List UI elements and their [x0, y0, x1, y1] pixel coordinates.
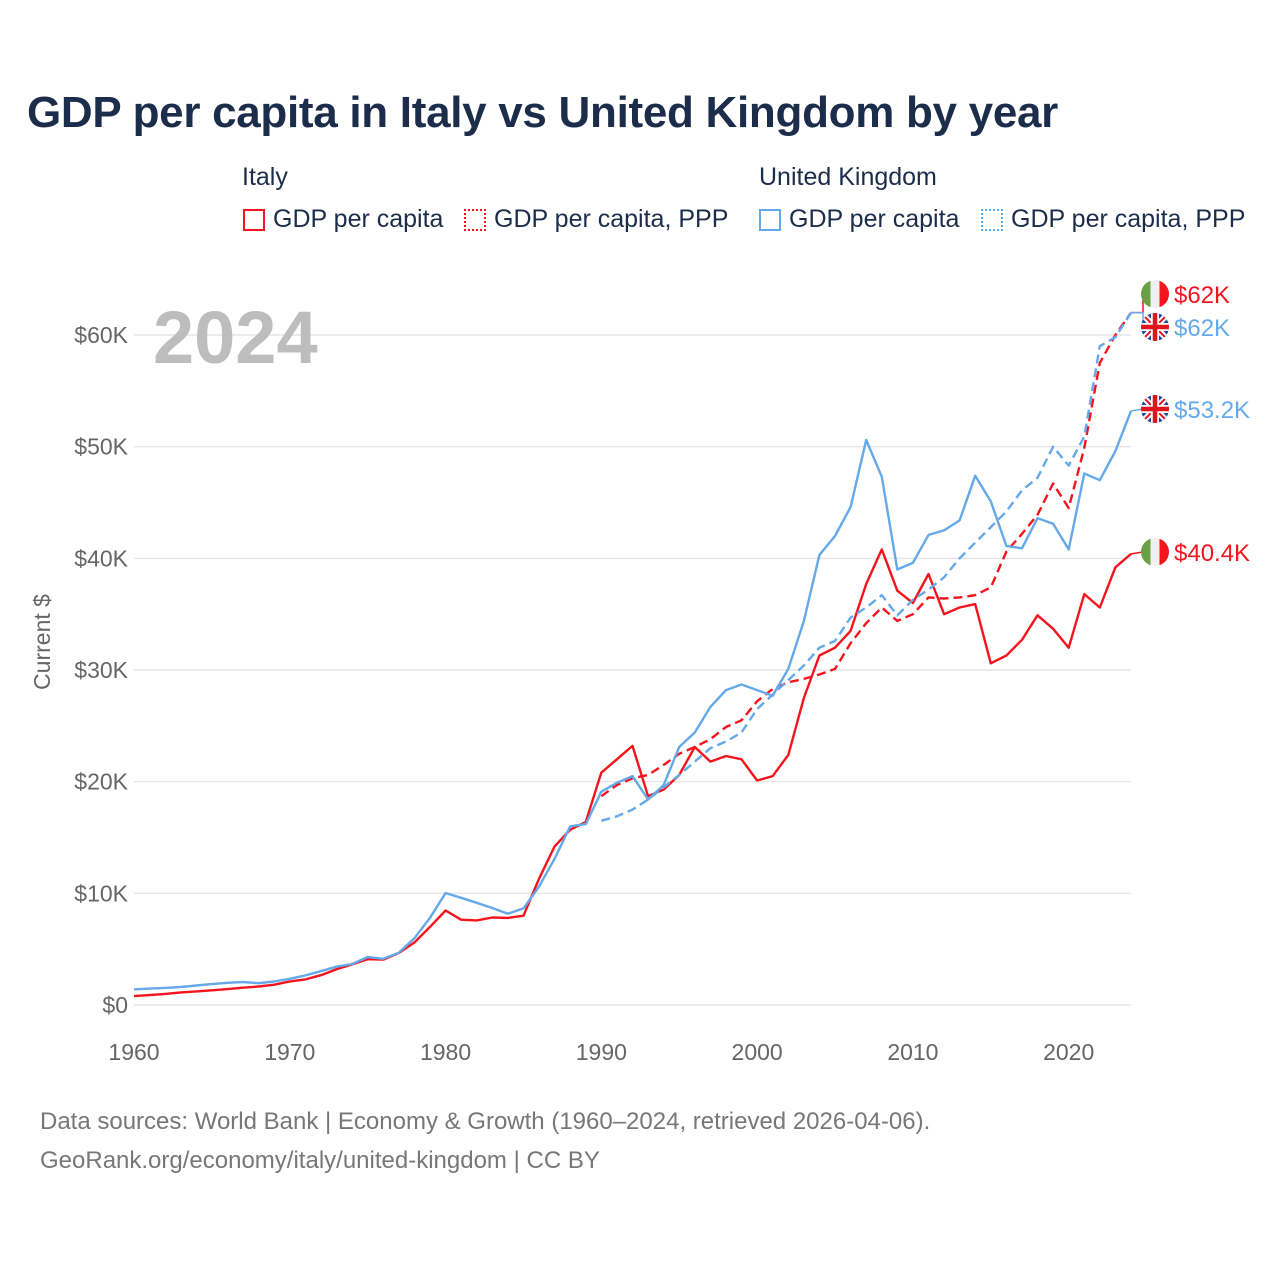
y-tick-label: $40K — [74, 545, 128, 571]
legend-label: GDP per capita, PPP — [494, 205, 729, 233]
y-axis-ticks: $0 $10K $20K $30K $40K $50K $60K — [74, 322, 128, 1018]
italy-flag-icon — [1141, 538, 1170, 566]
legend-label: GDP per capita — [789, 205, 960, 233]
legend-italy-gdp[interactable]: GDP per capita — [243, 205, 443, 234]
legend-uk-gdp[interactable]: GDP per capita — [759, 205, 959, 234]
legend-label: GDP per capita, PPP — [1011, 205, 1246, 233]
gridlines — [134, 334, 1131, 1006]
legend-italy-title: Italy — [242, 163, 288, 191]
legend-italy-ppp[interactable]: GDP per capita, PPP — [464, 205, 728, 234]
uk-flag-icon — [1141, 395, 1169, 423]
end-value-label: $40.4K — [1174, 540, 1250, 567]
series-lines — [133, 312, 1133, 998]
y-tick-label: $50K — [74, 434, 128, 460]
chart-title: GDP per capita in Italy vs United Kingdo… — [27, 88, 1058, 137]
x-tick-label: 2020 — [1043, 1039, 1094, 1065]
legend-uk-title: United Kingdom — [759, 163, 937, 191]
uk-flag-icon — [1141, 313, 1169, 341]
year-indicator: 2024 — [153, 296, 318, 379]
italy-gdp-per-capita-line — [133, 548, 1132, 998]
united-kingdom-gdp-per-capita-line — [133, 410, 1133, 991]
end-value-label: $62K — [1174, 282, 1230, 309]
footer-sources: Data sources: World Bank | Economy & Gro… — [40, 1108, 931, 1135]
x-tick-label: 1990 — [576, 1039, 627, 1065]
italy-gdp-per-capita-ppp-line — [600, 312, 1132, 798]
x-tick-label: 2000 — [732, 1039, 783, 1065]
x-tick-label: 1970 — [264, 1039, 315, 1065]
solid-swatch-icon — [759, 208, 781, 231]
dotted-swatch-icon — [981, 208, 1003, 231]
end-value-label: $53.2K — [1174, 397, 1250, 424]
x-axis-ticks: 1960 1970 1980 1990 2000 2010 2020 — [108, 1039, 1094, 1065]
y-tick-label: $0 — [102, 992, 128, 1018]
legend-uk-ppp[interactable]: GDP per capita, PPP — [981, 205, 1245, 234]
x-tick-label: 1980 — [420, 1039, 471, 1065]
legend-label: GDP per capita — [273, 205, 444, 233]
united-kingdom-gdp-per-capita-ppp-line — [600, 312, 1133, 822]
y-tick-label: $60K — [74, 322, 128, 348]
end-labels: $62K $62K $53.2K $40.4K — [1130, 280, 1250, 567]
y-tick-label: $30K — [74, 657, 128, 683]
end-connector — [1131, 293, 1144, 314]
y-axis-label: Current $ — [29, 594, 55, 690]
solid-swatch-icon — [243, 208, 265, 231]
end-value-label: $62K — [1174, 315, 1230, 342]
x-tick-label: 1960 — [108, 1039, 159, 1065]
y-tick-label: $10K — [74, 880, 128, 906]
footer-attribution[interactable]: GeoRank.org/economy/italy/united-kingdom… — [40, 1147, 600, 1174]
italy-flag-icon — [1141, 280, 1170, 308]
x-tick-label: 2010 — [887, 1039, 938, 1065]
dotted-swatch-icon — [464, 208, 486, 231]
y-tick-label: $20K — [74, 769, 128, 795]
